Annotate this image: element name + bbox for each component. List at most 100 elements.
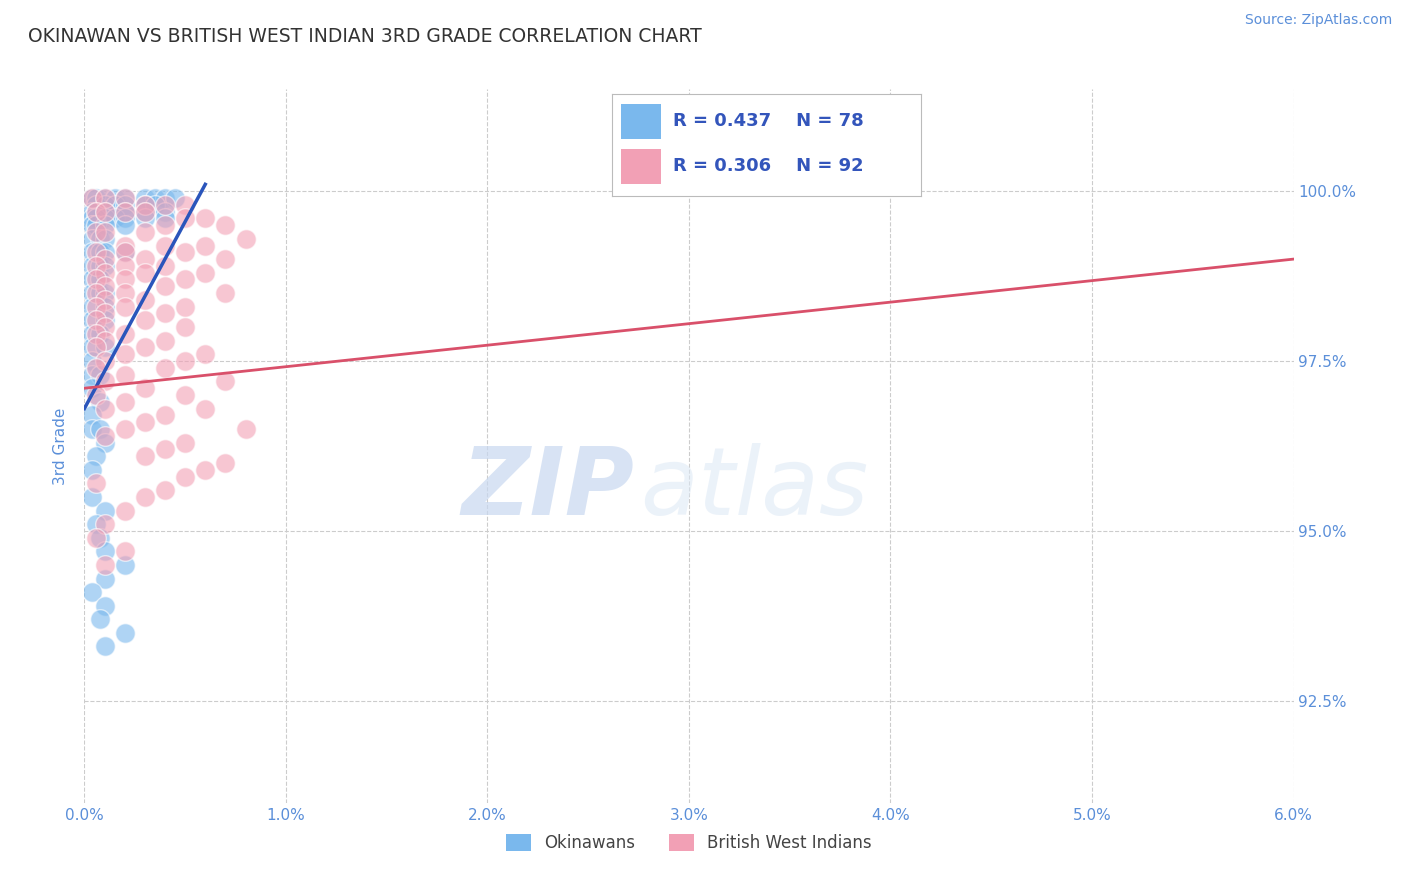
- Point: [174, 469, 197, 483]
- Text: R = 0.306    N = 92: R = 0.306 N = 92: [673, 158, 865, 176]
- Point: [93, 320, 115, 334]
- Point: [89, 286, 111, 301]
- Point: [82, 313, 104, 327]
- Point: [93, 293, 115, 307]
- Point: [114, 300, 136, 314]
- Point: [114, 204, 136, 219]
- Point: [214, 375, 236, 389]
- Point: [93, 218, 115, 232]
- Point: [86, 272, 108, 286]
- Point: [93, 429, 115, 443]
- Point: [82, 585, 104, 599]
- Point: [174, 388, 197, 402]
- Point: [82, 218, 104, 232]
- Point: [114, 347, 136, 361]
- Point: [86, 286, 108, 301]
- Point: [174, 211, 197, 226]
- Point: [93, 266, 115, 280]
- Point: [82, 232, 104, 246]
- Point: [114, 272, 136, 286]
- Point: [153, 442, 176, 457]
- Point: [174, 198, 197, 212]
- Point: [82, 191, 104, 205]
- Point: [114, 422, 136, 436]
- Point: [86, 388, 108, 402]
- Point: [174, 320, 197, 334]
- Point: [153, 211, 176, 226]
- Point: [153, 409, 176, 423]
- Point: [134, 449, 156, 463]
- Point: [114, 191, 136, 205]
- Point: [86, 259, 108, 273]
- Point: [93, 341, 115, 355]
- Point: [114, 245, 136, 260]
- Point: [93, 334, 115, 348]
- Point: [174, 300, 197, 314]
- Point: [104, 198, 127, 212]
- Point: [114, 394, 136, 409]
- Point: [114, 286, 136, 301]
- Point: [86, 476, 108, 491]
- Point: [143, 191, 166, 205]
- Point: [93, 435, 115, 450]
- Point: [86, 218, 108, 232]
- Point: [114, 368, 136, 382]
- Point: [93, 401, 115, 416]
- FancyBboxPatch shape: [621, 149, 661, 184]
- Point: [93, 259, 115, 273]
- Point: [194, 347, 217, 361]
- Point: [134, 293, 156, 307]
- Point: [134, 415, 156, 429]
- Point: [82, 259, 104, 273]
- Point: [114, 626, 136, 640]
- Point: [93, 313, 115, 327]
- Point: [235, 232, 257, 246]
- Point: [86, 313, 108, 327]
- Point: [134, 198, 156, 212]
- Point: [93, 279, 115, 293]
- Point: [104, 211, 127, 226]
- Point: [89, 394, 111, 409]
- Point: [82, 300, 104, 314]
- Point: [134, 211, 156, 226]
- Point: [93, 599, 115, 613]
- Point: [194, 401, 217, 416]
- Point: [82, 463, 104, 477]
- Y-axis label: 3rd Grade: 3rd Grade: [53, 408, 69, 484]
- Point: [86, 211, 108, 226]
- Point: [82, 341, 104, 355]
- Point: [93, 558, 115, 572]
- Point: [86, 360, 108, 375]
- Point: [114, 544, 136, 558]
- Point: [114, 238, 136, 252]
- Point: [153, 360, 176, 375]
- Point: [174, 272, 197, 286]
- Point: [194, 211, 217, 226]
- Point: [153, 238, 176, 252]
- Point: [93, 544, 115, 558]
- Point: [82, 211, 104, 226]
- Point: [235, 422, 257, 436]
- Point: [134, 266, 156, 280]
- Point: [82, 326, 104, 341]
- Text: Source: ZipAtlas.com: Source: ZipAtlas.com: [1244, 13, 1392, 28]
- Point: [114, 191, 136, 205]
- Point: [93, 198, 115, 212]
- Point: [174, 245, 197, 260]
- Legend: Okinawans, British West Indians: Okinawans, British West Indians: [499, 827, 879, 859]
- Point: [82, 409, 104, 423]
- Point: [134, 204, 156, 219]
- Point: [89, 232, 111, 246]
- Point: [86, 300, 108, 314]
- Point: [114, 326, 136, 341]
- Point: [134, 341, 156, 355]
- Point: [153, 306, 176, 320]
- Point: [114, 211, 136, 226]
- Point: [93, 503, 115, 517]
- Point: [153, 191, 176, 205]
- Point: [153, 204, 176, 219]
- Point: [134, 381, 156, 395]
- Point: [194, 238, 217, 252]
- Point: [86, 449, 108, 463]
- Point: [93, 204, 115, 219]
